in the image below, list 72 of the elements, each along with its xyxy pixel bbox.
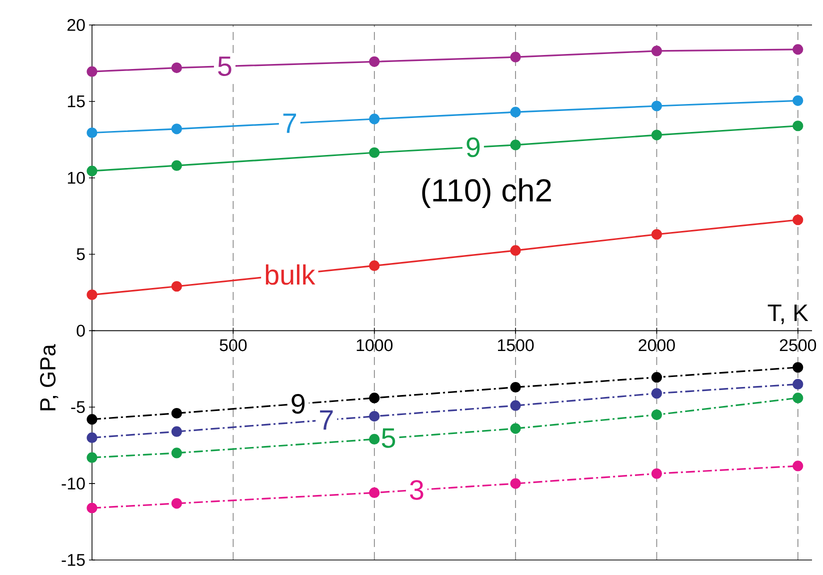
- x-tick-label: 1000: [356, 339, 393, 352]
- point: [369, 56, 380, 67]
- point: [171, 124, 182, 134]
- point: [171, 408, 182, 419]
- y-tick-label: 15: [68, 95, 85, 108]
- point: [510, 400, 521, 411]
- y-tick-label: 20: [68, 18, 85, 31]
- x-tick-label: 500: [220, 339, 247, 352]
- x-tick-label: 1500: [498, 339, 534, 352]
- y-tick-label: 5: [76, 248, 85, 260]
- point: [171, 160, 182, 171]
- point: [171, 448, 182, 458]
- point: [369, 260, 380, 272]
- annotation: (110) ch2: [422, 178, 551, 208]
- point: [651, 468, 662, 479]
- point: [651, 130, 662, 140]
- point: [86, 452, 98, 463]
- point: [86, 166, 98, 176]
- y-tick-label: 10: [68, 172, 85, 184]
- point: [792, 95, 804, 106]
- point: [651, 372, 662, 383]
- point: [369, 114, 380, 124]
- point: [86, 127, 98, 138]
- point: [510, 478, 521, 489]
- point: [651, 409, 662, 420]
- point: [171, 498, 182, 509]
- series-label: 3: [410, 480, 424, 500]
- y-tick-label: -15: [62, 554, 85, 566]
- point: [792, 44, 804, 55]
- point: [171, 62, 182, 74]
- point: [792, 120, 804, 132]
- point: [792, 392, 804, 404]
- point: [369, 392, 380, 404]
- series-label: 5: [218, 56, 232, 76]
- point: [510, 52, 521, 62]
- point: [792, 362, 804, 373]
- point: [369, 487, 380, 498]
- point: [792, 378, 804, 390]
- x-tick-label: 2000: [638, 339, 675, 352]
- point: [651, 229, 662, 240]
- x-tick-label: 2500: [780, 339, 816, 352]
- series-label: 9: [466, 137, 480, 158]
- point: [86, 66, 98, 77]
- point: [792, 460, 804, 472]
- point: [171, 426, 182, 437]
- series-label: 9: [292, 394, 305, 414]
- point: [510, 140, 521, 150]
- series-label: bulk: [266, 264, 316, 285]
- series-label: 7: [283, 114, 296, 133]
- point: [510, 106, 521, 118]
- point: [651, 100, 662, 112]
- point: [651, 388, 662, 399]
- y-axis-title: P, GPa: [40, 344, 58, 410]
- point: [86, 289, 98, 300]
- point: [510, 423, 521, 434]
- series-label: 7: [320, 410, 333, 430]
- point: [86, 432, 98, 443]
- series-label: 5: [382, 428, 396, 448]
- point: [369, 434, 380, 445]
- point: [510, 382, 521, 393]
- y-tick-label: 0: [76, 324, 85, 337]
- y-tick-label: -5: [71, 401, 85, 414]
- point: [369, 147, 380, 158]
- point: [792, 214, 804, 226]
- x-axis-title: T, K: [768, 304, 808, 324]
- point: [86, 502, 98, 514]
- point: [651, 46, 662, 56]
- y-tick-label: -10: [62, 478, 85, 490]
- point: [510, 245, 521, 256]
- point: [369, 410, 380, 422]
- point: [171, 281, 182, 292]
- point: [86, 414, 98, 425]
